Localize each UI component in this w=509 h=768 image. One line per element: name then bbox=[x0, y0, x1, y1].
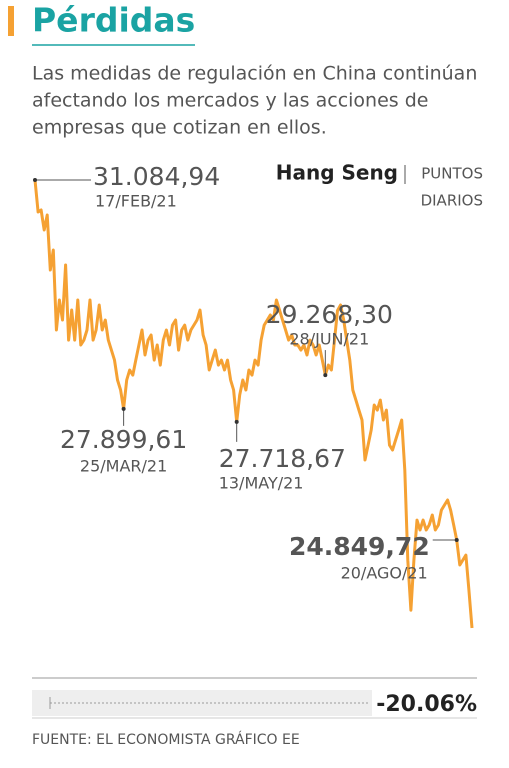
date-label: 25/MAR/21 bbox=[80, 456, 167, 475]
chart-title: Pérdidas bbox=[32, 1, 195, 40]
source: FUENTE: EL ECONOMISTA GRÁFICO EE bbox=[32, 731, 300, 748]
point bbox=[121, 406, 126, 411]
subtitle: Las medidas de regulación en China conti… bbox=[32, 63, 477, 85]
value-label: 27.899,61 bbox=[60, 425, 187, 454]
value-label: 29.268,30 bbox=[266, 300, 393, 329]
series-name: Hang Seng bbox=[276, 161, 398, 185]
value-label: 31.084,94 bbox=[93, 162, 220, 191]
date-label: 17/FEB/21 bbox=[95, 192, 177, 211]
date-label: 13/MAY/21 bbox=[219, 473, 304, 492]
value-label: 24.849,72 bbox=[289, 532, 430, 561]
unit: DIARIOS bbox=[421, 192, 483, 210]
date-label: 20/AGO/21 bbox=[341, 564, 428, 583]
unit: PUNTOS bbox=[421, 165, 483, 183]
point bbox=[323, 373, 328, 378]
subtitle: afectando los mercados y las acciones de bbox=[32, 90, 428, 112]
subtitle: empresas que cotizan en ellos. bbox=[32, 117, 327, 139]
point bbox=[33, 178, 37, 182]
point bbox=[454, 538, 459, 543]
value-label: 27.718,67 bbox=[219, 444, 346, 473]
change-label: -20.06% bbox=[376, 692, 477, 717]
point bbox=[234, 419, 239, 424]
date-label: 28/JUN/21 bbox=[289, 330, 369, 349]
title-marker bbox=[8, 6, 14, 36]
line bbox=[33, 179, 474, 629]
